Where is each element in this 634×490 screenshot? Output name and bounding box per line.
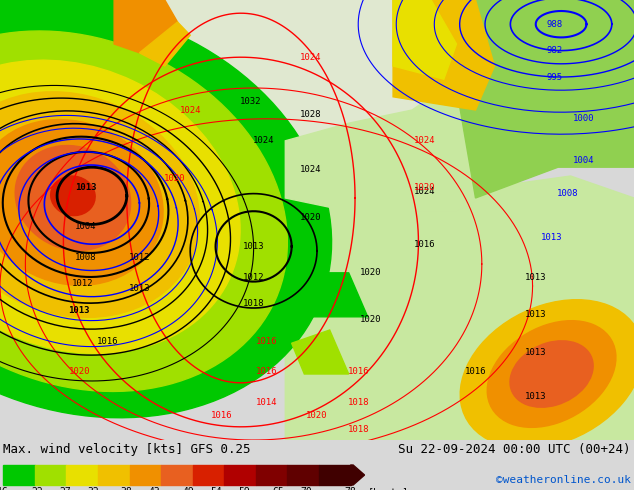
Bar bbox=[67, 465, 98, 485]
Bar bbox=[3, 465, 35, 485]
Ellipse shape bbox=[15, 146, 131, 250]
Ellipse shape bbox=[0, 92, 200, 318]
Text: 1004: 1004 bbox=[573, 156, 594, 165]
Text: 1008: 1008 bbox=[75, 253, 96, 262]
Polygon shape bbox=[456, 0, 634, 198]
Text: 1013: 1013 bbox=[525, 310, 547, 319]
Text: 1020: 1020 bbox=[164, 174, 185, 183]
Text: 1016: 1016 bbox=[211, 411, 233, 420]
Text: 1028: 1028 bbox=[300, 110, 321, 119]
Text: 59: 59 bbox=[238, 487, 250, 490]
Text: 1024: 1024 bbox=[179, 105, 201, 115]
Text: 1016: 1016 bbox=[414, 240, 436, 249]
Text: 1020: 1020 bbox=[300, 213, 321, 222]
Text: 1018: 1018 bbox=[347, 398, 369, 407]
Text: 1013: 1013 bbox=[129, 284, 150, 293]
Text: 70: 70 bbox=[300, 487, 312, 490]
Ellipse shape bbox=[0, 31, 287, 392]
Text: Su 22-09-2024 00:00 UTC (00+24): Su 22-09-2024 00:00 UTC (00+24) bbox=[398, 442, 631, 456]
Polygon shape bbox=[393, 0, 495, 110]
Text: 1012: 1012 bbox=[129, 253, 150, 262]
Text: 1013: 1013 bbox=[525, 347, 547, 357]
Text: 988: 988 bbox=[547, 20, 563, 29]
Text: 1018: 1018 bbox=[347, 424, 369, 434]
Text: 38: 38 bbox=[120, 487, 133, 490]
Text: 65: 65 bbox=[272, 487, 283, 490]
Text: 1018: 1018 bbox=[243, 299, 264, 308]
Text: 1016: 1016 bbox=[256, 368, 277, 376]
Text: 1024: 1024 bbox=[300, 165, 321, 174]
Text: 1013: 1013 bbox=[243, 242, 264, 251]
Bar bbox=[193, 465, 224, 485]
Text: 1020: 1020 bbox=[68, 368, 90, 376]
Text: 49: 49 bbox=[182, 487, 194, 490]
Bar bbox=[256, 465, 287, 485]
Text: 1024: 1024 bbox=[414, 187, 436, 196]
Text: 16: 16 bbox=[0, 487, 9, 490]
Polygon shape bbox=[139, 22, 190, 66]
Bar bbox=[129, 465, 161, 485]
Text: 43: 43 bbox=[148, 487, 160, 490]
Ellipse shape bbox=[510, 341, 593, 407]
Polygon shape bbox=[285, 66, 558, 211]
Text: 995: 995 bbox=[547, 73, 563, 81]
Text: 1013: 1013 bbox=[75, 182, 96, 192]
Text: ©weatheronline.co.uk: ©weatheronline.co.uk bbox=[496, 475, 631, 485]
Text: 1000: 1000 bbox=[573, 114, 594, 123]
Text: 1014: 1014 bbox=[256, 398, 277, 407]
Polygon shape bbox=[0, 154, 634, 440]
Text: 1016: 1016 bbox=[347, 368, 369, 376]
Bar bbox=[35, 465, 67, 485]
Bar bbox=[287, 465, 319, 485]
Text: 1013: 1013 bbox=[541, 233, 562, 242]
Ellipse shape bbox=[460, 300, 634, 448]
Text: Max. wind velocity [kts] GFS 0.25: Max. wind velocity [kts] GFS 0.25 bbox=[3, 442, 250, 456]
Polygon shape bbox=[292, 330, 349, 374]
Ellipse shape bbox=[0, 5, 332, 418]
Text: 982: 982 bbox=[547, 46, 563, 55]
Text: 1020: 1020 bbox=[306, 411, 328, 420]
Polygon shape bbox=[285, 176, 634, 440]
Ellipse shape bbox=[51, 176, 95, 216]
Bar bbox=[98, 465, 129, 485]
Text: 1024: 1024 bbox=[300, 53, 321, 62]
Text: 1016: 1016 bbox=[256, 337, 277, 345]
Bar bbox=[161, 465, 193, 485]
Text: 54: 54 bbox=[210, 487, 222, 490]
Ellipse shape bbox=[488, 320, 616, 427]
Text: 1013: 1013 bbox=[525, 392, 547, 400]
Text: 22: 22 bbox=[31, 487, 42, 490]
Ellipse shape bbox=[0, 120, 163, 285]
Text: 1004: 1004 bbox=[75, 222, 96, 231]
Polygon shape bbox=[114, 0, 178, 53]
Text: 1013: 1013 bbox=[525, 273, 547, 282]
Text: 27: 27 bbox=[59, 487, 70, 490]
Bar bbox=[224, 465, 256, 485]
Text: 78: 78 bbox=[345, 487, 356, 490]
Polygon shape bbox=[393, 0, 456, 79]
Text: 1020: 1020 bbox=[414, 182, 436, 192]
Text: 32: 32 bbox=[87, 487, 99, 490]
FancyArrow shape bbox=[351, 465, 365, 485]
Text: 1032: 1032 bbox=[240, 97, 261, 106]
Text: 1012: 1012 bbox=[243, 273, 264, 282]
Polygon shape bbox=[0, 66, 95, 132]
Text: 1016: 1016 bbox=[97, 337, 119, 345]
Text: [knots]: [knots] bbox=[368, 487, 409, 490]
Text: 1024: 1024 bbox=[252, 136, 274, 146]
Text: 1020: 1020 bbox=[360, 269, 382, 277]
Polygon shape bbox=[0, 0, 139, 79]
Polygon shape bbox=[285, 273, 368, 317]
Text: 1024: 1024 bbox=[414, 136, 436, 146]
Text: 1012: 1012 bbox=[72, 279, 93, 288]
Text: 1008: 1008 bbox=[557, 189, 578, 198]
Ellipse shape bbox=[0, 60, 240, 353]
Text: 1020: 1020 bbox=[360, 315, 382, 323]
Text: 1013: 1013 bbox=[68, 306, 90, 315]
Bar bbox=[319, 465, 351, 485]
Text: 1016: 1016 bbox=[465, 368, 486, 376]
